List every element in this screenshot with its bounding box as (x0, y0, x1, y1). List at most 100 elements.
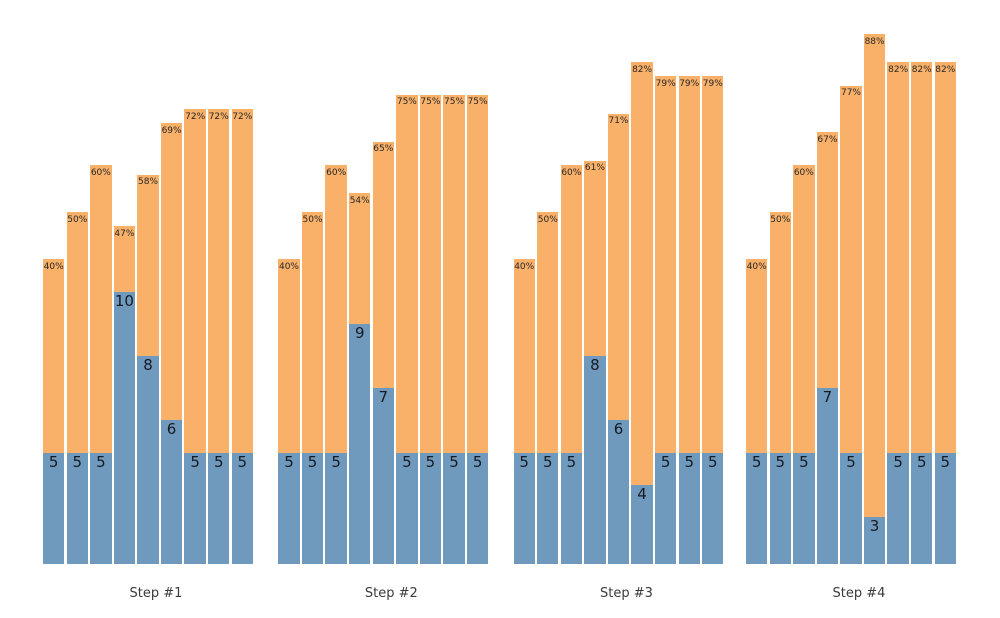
bar-count-label: 9 (354, 324, 365, 343)
bar-percent-segment (513, 259, 535, 453)
bar-percent-segment (607, 113, 630, 421)
bar-count-segment (443, 452, 465, 564)
bar-percent-label: 77% (840, 88, 861, 99)
bar-percent-segment (90, 165, 112, 453)
bar-percent-segment (443, 94, 465, 453)
bar-count-segment (678, 452, 700, 564)
bar-percent-segment (863, 34, 886, 517)
bar-count-label: 5 (449, 452, 459, 471)
bar-group: 40% 5 50% 5 60% 5 61% 8 71% 6 82% 4 79% 5 79% 5 79% 5 Step… (513, 0, 724, 618)
bar-percent-segment (349, 193, 371, 325)
bar-count-segment (90, 452, 112, 564)
bar-count-label: 10 (114, 292, 134, 310)
bar-count-label: 3 (869, 516, 880, 535)
bar-count-segment (863, 516, 886, 564)
bar-count-label: 5 (472, 452, 483, 471)
bar-group: 40% 5 50% 5 60% 5 54% 9 65% 7 75% 5 75% 5 75% 5 75% 5 Step… (278, 0, 489, 618)
bar-percent-segment (43, 259, 65, 453)
bar-percent-segment (137, 174, 159, 357)
bar-count-segment (301, 452, 324, 564)
bar-count-segment (746, 452, 768, 564)
bar-percent-segment (396, 94, 418, 453)
bar-percent-label: 60% (326, 167, 347, 178)
bar-count-segment (702, 452, 724, 564)
bar-percent-label: 72% (185, 111, 206, 122)
bar-percent-label: 40% (746, 261, 767, 272)
bar-count-segment (513, 452, 535, 564)
bar-count-segment (325, 452, 347, 564)
bar-count-segment (208, 452, 230, 564)
bar-count-label: 5 (48, 452, 59, 471)
group-label: Step #4 (832, 586, 886, 601)
bar-count-segment (840, 452, 862, 564)
bar-percent-label: 82% (935, 64, 956, 75)
bar-percent-label: 58% (137, 177, 158, 188)
bar-percent-segment (702, 76, 724, 453)
bar-count-segment (278, 452, 300, 564)
bar-percent-label: 88% (864, 36, 885, 47)
bar-count-label: 5 (775, 452, 786, 471)
bar-count-label: 7 (822, 388, 833, 407)
bar-percent-label: 60% (90, 167, 111, 178)
bar-count-segment (816, 388, 839, 564)
bar-percent-label: 79% (702, 78, 723, 89)
bar-count-segment (911, 452, 933, 564)
bar-count-segment (654, 452, 677, 564)
bar-percent-segment (934, 62, 956, 453)
bar-percent-segment (840, 85, 862, 453)
bar-count-segment (66, 452, 88, 564)
bar-percent-label: 82% (888, 64, 909, 75)
bar-count-label: 5 (542, 452, 553, 471)
bar-percent-label: 60% (561, 167, 582, 178)
bar-percent-segment (372, 141, 394, 389)
bar-count-label: 5 (660, 452, 671, 471)
bar-percent-segment (301, 212, 324, 453)
bar-count-label: 5 (425, 452, 436, 471)
bar-percent-label: 67% (817, 134, 838, 145)
bar-count-segment (537, 452, 559, 564)
bar-percent-label: 75% (396, 97, 417, 108)
bar-percent-segment (911, 62, 933, 453)
bar-percent-segment (278, 259, 300, 453)
bar-count-label: 5 (72, 452, 83, 471)
bar-percent-label: 79% (679, 78, 700, 89)
bar-percent-segment (678, 76, 700, 453)
bar-percent-label: 40% (43, 261, 64, 272)
bar-percent-segment (631, 62, 653, 485)
bar-count-label: 5 (284, 452, 294, 471)
bar-percent-label: 71% (608, 116, 629, 127)
bar-count-label: 8 (590, 356, 600, 375)
bar-count-label: 5 (893, 452, 903, 471)
bar-percent-label: 50% (302, 214, 323, 225)
bar-percent-label: 75% (467, 97, 488, 108)
bar-count-segment (372, 388, 394, 564)
bar-count-label: 8 (143, 356, 153, 375)
bar-count-label: 5 (331, 452, 341, 471)
group-label: Step #1 (129, 586, 183, 601)
bar-count-label: 5 (846, 452, 856, 471)
bar-count-label: 5 (519, 452, 529, 471)
bar-count-label: 5 (237, 452, 248, 471)
bar-percent-label: 75% (420, 97, 441, 108)
bar-count-segment (184, 452, 206, 564)
bar-group: 40% 5 50% 5 60% 5 67% 7 77% 5 88% 3 82% 5 82% 5 82% 5 Step… (746, 0, 956, 618)
bar-percent-segment (66, 212, 88, 453)
bar-count-segment (419, 452, 442, 564)
bar-count-segment (887, 452, 909, 564)
bar-count-segment (793, 452, 815, 564)
bar-percent-label: 82% (632, 64, 653, 75)
bar-percent-segment (419, 94, 442, 453)
bar-percent-segment (654, 76, 677, 453)
bar-count-label: 6 (613, 420, 624, 439)
bar-percent-label: 50% (537, 214, 558, 225)
bar-percent-label: 54% (349, 195, 370, 206)
bar-count-label: 4 (637, 484, 647, 503)
bar-percent-segment (231, 109, 253, 453)
bar-count-label: 5 (799, 452, 809, 471)
bar-percent-label: 82% (911, 64, 932, 75)
bar-percent-label: 40% (278, 261, 299, 272)
bar-count-segment (160, 420, 183, 564)
bar-count-label: 5 (708, 452, 718, 471)
bar-percent-segment (160, 123, 183, 421)
bar-percent-segment (793, 165, 815, 453)
